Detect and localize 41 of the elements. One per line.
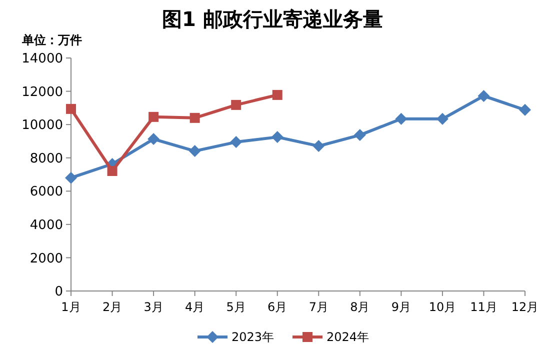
point xyxy=(231,100,242,110)
y-tick-label: 14000 xyxy=(22,52,63,67)
x-tick-label: 6月 xyxy=(268,300,288,314)
x-tick-label: 1月 xyxy=(61,300,81,314)
point xyxy=(436,112,448,125)
x-tick-label: 12月 xyxy=(511,300,539,314)
y-tick-label: 12000 xyxy=(22,84,63,100)
point xyxy=(148,133,160,146)
point xyxy=(190,112,200,123)
point xyxy=(230,136,242,148)
point xyxy=(65,172,77,184)
legend-label: 2024年 xyxy=(326,330,370,344)
point xyxy=(107,166,118,176)
point xyxy=(148,112,159,122)
x-tick-label: 7月 xyxy=(308,300,328,314)
x-tick-label: 3月 xyxy=(144,300,164,314)
point xyxy=(354,129,366,142)
y-tick-label: 2000 xyxy=(30,251,63,266)
point xyxy=(272,90,282,100)
x-tick-label: 11月 xyxy=(470,300,498,314)
x-tick-label: 8月 xyxy=(350,300,370,314)
y-tick-label: 10000 xyxy=(22,118,63,134)
x-tick-label: 4月 xyxy=(185,300,205,314)
y-axis-title: 单位：万件 xyxy=(21,33,82,47)
x-tick-label: 10月 xyxy=(428,300,456,314)
point xyxy=(188,145,201,158)
y-tick-label: 0 xyxy=(54,284,63,300)
y-tick-label: 4000 xyxy=(30,218,63,233)
point xyxy=(478,90,490,102)
x-tick-label: 2月 xyxy=(102,300,122,314)
chart-title: 图1 邮政行业寄递业务量 xyxy=(162,7,383,31)
point xyxy=(395,112,408,125)
legend-label: 2023年 xyxy=(232,330,274,344)
point xyxy=(66,104,76,114)
y-tick-label: 6000 xyxy=(30,184,63,200)
point xyxy=(312,140,325,152)
y-tick-label: 8000 xyxy=(30,151,63,166)
point xyxy=(519,104,531,116)
x-tick-label: 5月 xyxy=(226,300,246,314)
point xyxy=(271,131,284,144)
x-tick-label: 9月 xyxy=(391,300,411,314)
